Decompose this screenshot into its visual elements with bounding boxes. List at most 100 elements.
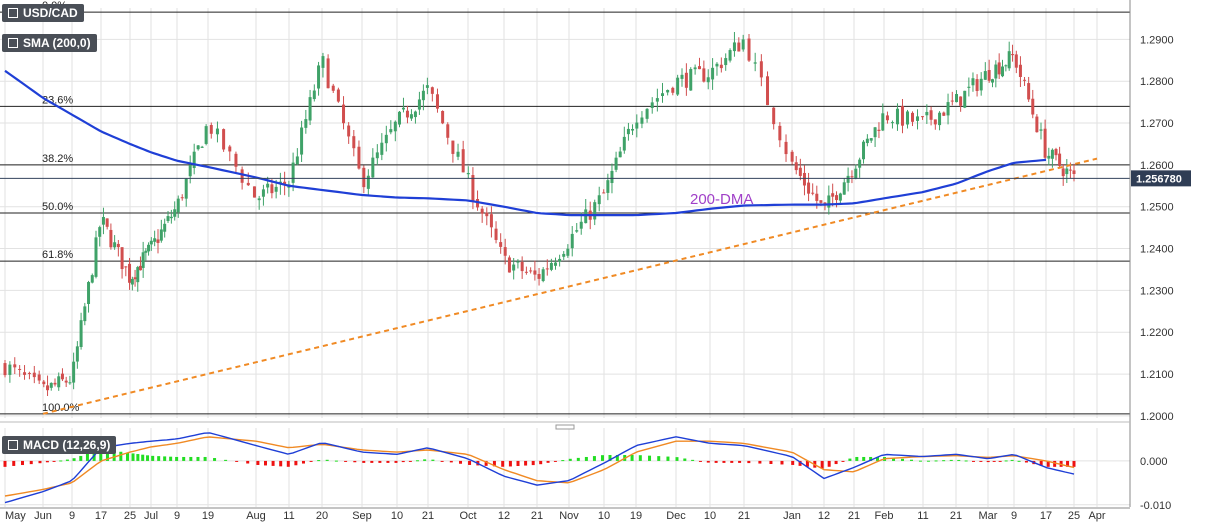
macd-histogram-bar [546, 460, 550, 463]
candle-body [890, 122, 894, 124]
macd-histogram-bar [841, 460, 845, 462]
candle-body [541, 269, 545, 282]
macd-histogram-bar [722, 460, 726, 463]
candle-body [772, 107, 776, 125]
macd-histogram-bar [3, 460, 7, 467]
macd-histogram-bar [869, 456, 873, 461]
x-axis-tick-label: 17 [95, 510, 107, 522]
symbol-legend[interactable]: USD/CAD [2, 4, 84, 22]
candle-body [537, 273, 541, 279]
macd-histogram-bar [901, 458, 905, 461]
candle-body [520, 262, 524, 272]
x-axis-tick-label: 21 [950, 510, 962, 522]
macd-legend[interactable]: MACD (12,26,9) [2, 436, 117, 454]
macd-histogram-bar [758, 460, 762, 464]
macd-histogram-bar [892, 457, 896, 461]
macd-histogram-bar [747, 460, 751, 464]
macd-histogram-bar [820, 460, 824, 469]
candle-body [184, 178, 188, 199]
macd-histogram-bar [508, 460, 512, 467]
macd-histogram-bar [38, 460, 42, 464]
candle-body [136, 267, 140, 283]
x-axis-tick-label: May [5, 510, 26, 522]
macd-histogram-bar [286, 460, 290, 467]
candle-body [228, 146, 232, 152]
macd-histogram-bar [1039, 460, 1043, 466]
candle-body [877, 129, 881, 131]
candle-body [645, 108, 649, 119]
candle-body [802, 172, 806, 186]
macd-histogram-bar [657, 456, 661, 461]
candle-body [661, 93, 665, 97]
candle-body [42, 381, 46, 385]
candle-body [352, 136, 356, 149]
macd-histogram-bar [401, 460, 405, 463]
candle-body [1043, 128, 1047, 158]
candle-body [397, 111, 401, 125]
macd-histogram-bar [271, 460, 275, 466]
x-axis-tick-label: 10 [598, 510, 610, 522]
candle-body [124, 266, 128, 268]
candle-body [650, 102, 654, 108]
candle-body [689, 69, 693, 91]
candle-body [380, 142, 384, 155]
candle-body [850, 176, 854, 178]
candle-body [584, 209, 588, 224]
macd-histogram-bar [798, 460, 802, 466]
macd-histogram-bar [791, 460, 795, 465]
candle-body [405, 110, 409, 118]
candle-body [562, 253, 566, 257]
candle-body [933, 119, 937, 125]
candle-body [631, 128, 635, 131]
candle-body [597, 195, 601, 205]
macd-histogram-bar [780, 460, 784, 465]
macd-histogram-bar [1046, 460, 1050, 467]
candle-body [737, 42, 741, 52]
candle-body [173, 209, 177, 217]
candle-body [570, 233, 574, 249]
x-axis-tick-label: 25 [1068, 510, 1080, 522]
candle-body [524, 271, 528, 273]
candle-body [967, 86, 971, 88]
macd-histogram-bar [979, 460, 983, 462]
candle-body [321, 56, 325, 68]
candle-body [794, 162, 798, 171]
sma-legend[interactable]: SMA (200,0) [2, 34, 97, 52]
macd-histogram-bar [279, 460, 283, 467]
macd-histogram-bar [29, 460, 33, 465]
macd-histogram-bar [370, 460, 374, 463]
price-axis-tick-label: 1.2300 [1140, 285, 1174, 297]
candle-body [766, 76, 770, 106]
candle-body [747, 38, 751, 61]
candle-body [971, 78, 975, 86]
x-axis-tick-label: 17 [1040, 510, 1052, 522]
candle-body [666, 90, 670, 93]
candle-body [192, 151, 196, 169]
candle-body [130, 278, 134, 285]
candle-body [283, 181, 287, 186]
macd-histogram-bar [189, 456, 193, 461]
x-axis-tick-label: 11 [283, 510, 294, 522]
macd-histogram-bar [926, 460, 930, 462]
macd-histogram-bar [648, 455, 652, 461]
candle-body [300, 127, 304, 155]
candle-body [719, 64, 723, 69]
x-axis-tick-label: 21 [531, 510, 543, 522]
macd-histogram-bar [1004, 460, 1008, 462]
candle-body [336, 89, 340, 102]
candle-body [1035, 116, 1039, 133]
candle-body [516, 261, 520, 263]
macd-histogram-bar [909, 459, 913, 461]
candle-body [3, 363, 7, 376]
macd-histogram-bar [105, 449, 109, 461]
macd-histogram-bar [20, 460, 24, 466]
x-axis-tick-label: 12 [498, 510, 510, 522]
candle-body [357, 146, 361, 169]
candle-body [326, 58, 330, 89]
price-axis-tick-label: 1.2100 [1140, 369, 1174, 381]
macd-histogram-bar [256, 460, 260, 465]
candle-body [270, 184, 274, 194]
x-axis-tick-label: 21 [738, 510, 750, 522]
candle-body [811, 192, 815, 194]
macd-histogram-bar [72, 458, 76, 461]
